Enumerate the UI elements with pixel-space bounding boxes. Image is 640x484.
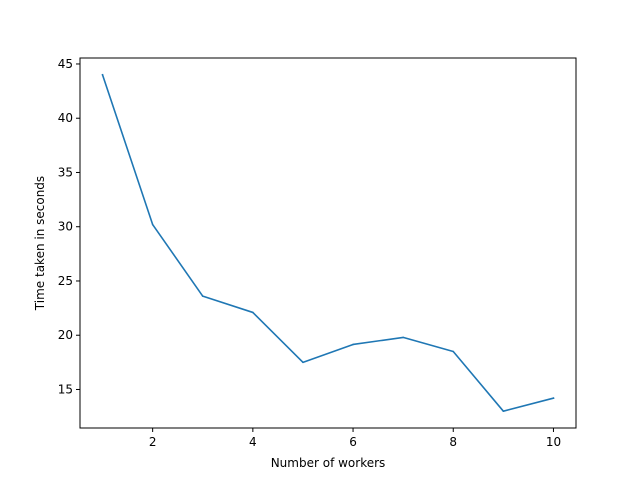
x-tick-label: 2 bbox=[149, 435, 157, 449]
series-line bbox=[101, 73, 555, 412]
data-point bbox=[552, 397, 555, 399]
data-point bbox=[201, 295, 204, 297]
series-layer bbox=[101, 73, 555, 412]
data-point bbox=[151, 223, 154, 226]
x-tick-label: 6 bbox=[349, 435, 357, 449]
x-tick-label: 4 bbox=[249, 435, 257, 449]
data-point bbox=[252, 311, 254, 314]
y-tick-label: 20 bbox=[58, 328, 73, 342]
x-tick-label: 10 bbox=[546, 435, 561, 449]
y-axis-label: Time taken in seconds bbox=[33, 176, 47, 311]
y-tick-label: 25 bbox=[58, 274, 73, 288]
data-point bbox=[352, 343, 354, 346]
y-tick-label: 35 bbox=[58, 165, 73, 179]
data-point bbox=[402, 336, 404, 339]
plot-frame bbox=[79, 57, 577, 429]
plot-area-background bbox=[80, 58, 576, 428]
x-tick-label: 8 bbox=[449, 435, 457, 449]
y-tick-label: 30 bbox=[58, 220, 73, 234]
data-point bbox=[101, 74, 104, 76]
data-point bbox=[502, 410, 505, 412]
data-point bbox=[452, 350, 455, 353]
y-tick-label: 15 bbox=[58, 382, 73, 396]
data-point bbox=[302, 361, 304, 364]
y-tick-label: 40 bbox=[58, 111, 73, 125]
ticks-layer: 2 4 6 8 10 15 20 25 30 35 40 45 bbox=[58, 57, 561, 449]
x-axis-label: Number of workers bbox=[271, 456, 386, 470]
y-tick-label: 45 bbox=[58, 57, 73, 71]
